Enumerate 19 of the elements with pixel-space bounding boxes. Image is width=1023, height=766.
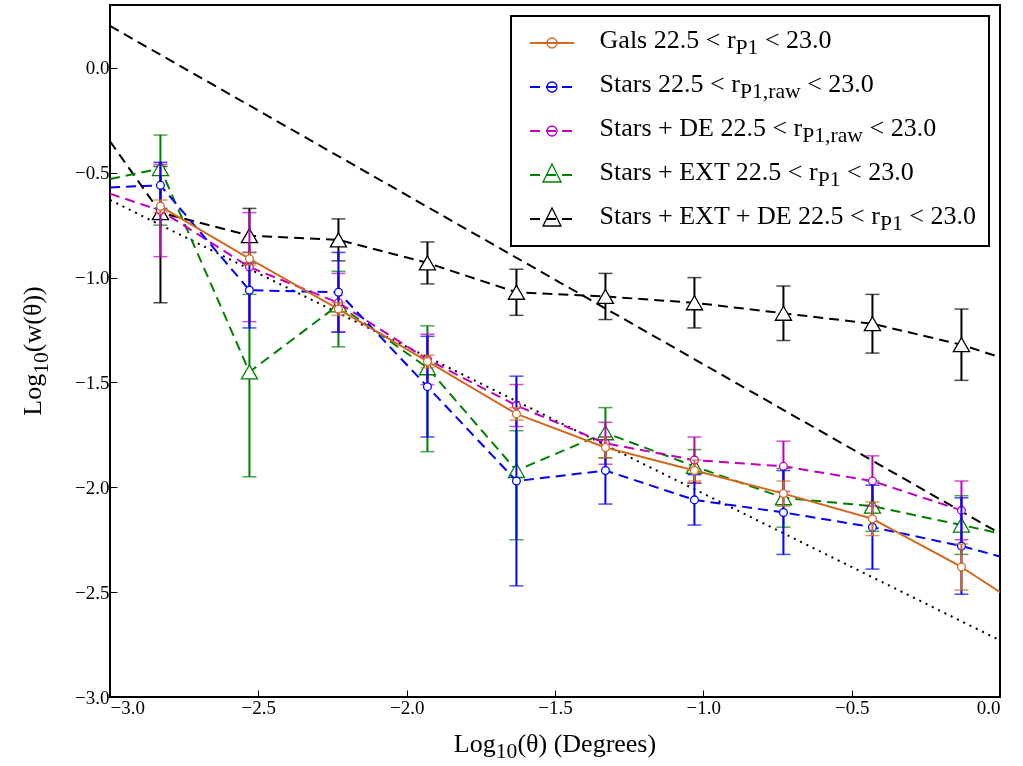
y-tick-label: −0.5 xyxy=(75,162,110,184)
y-tick-label: −1.0 xyxy=(75,267,110,289)
x-tick-label: −2.5 xyxy=(241,696,277,718)
legend-label: Gals 22.5 < r$_{P1}$ < 23.0 xyxy=(599,25,832,61)
legend-label: Stars + DE 22.5 < r$_{P1,raw}$ < 23.0 xyxy=(599,113,937,149)
legend-label: Stars + EXT 22.5 < r$_{P1}$ < 23.0 xyxy=(599,157,914,193)
x-tick-label: 0.0 xyxy=(976,696,1001,718)
legend-label: Stars 22.5 < r$_{P1,raw}$ < 23.0 xyxy=(599,69,874,105)
x-tick-label: −2.0 xyxy=(389,696,425,718)
x-tick-label: −1.0 xyxy=(686,696,722,718)
x-axis-title: Log$_{10}$(θ) (Degrees) xyxy=(453,729,657,765)
y-tick-label: −2.5 xyxy=(75,581,110,603)
y-tick-label: −2.0 xyxy=(75,476,110,498)
y-tick-label: 0.0 xyxy=(85,57,110,79)
legend-label: Stars + EXT + DE 22.5 < r$_{P1}$ < 23.0 xyxy=(599,201,976,237)
x-tick-label: −3.0 xyxy=(110,696,145,718)
x-tick-label: −0.5 xyxy=(834,696,870,718)
x-tick-label: −1.5 xyxy=(538,696,573,718)
y-tick-label: −1.5 xyxy=(75,371,110,393)
